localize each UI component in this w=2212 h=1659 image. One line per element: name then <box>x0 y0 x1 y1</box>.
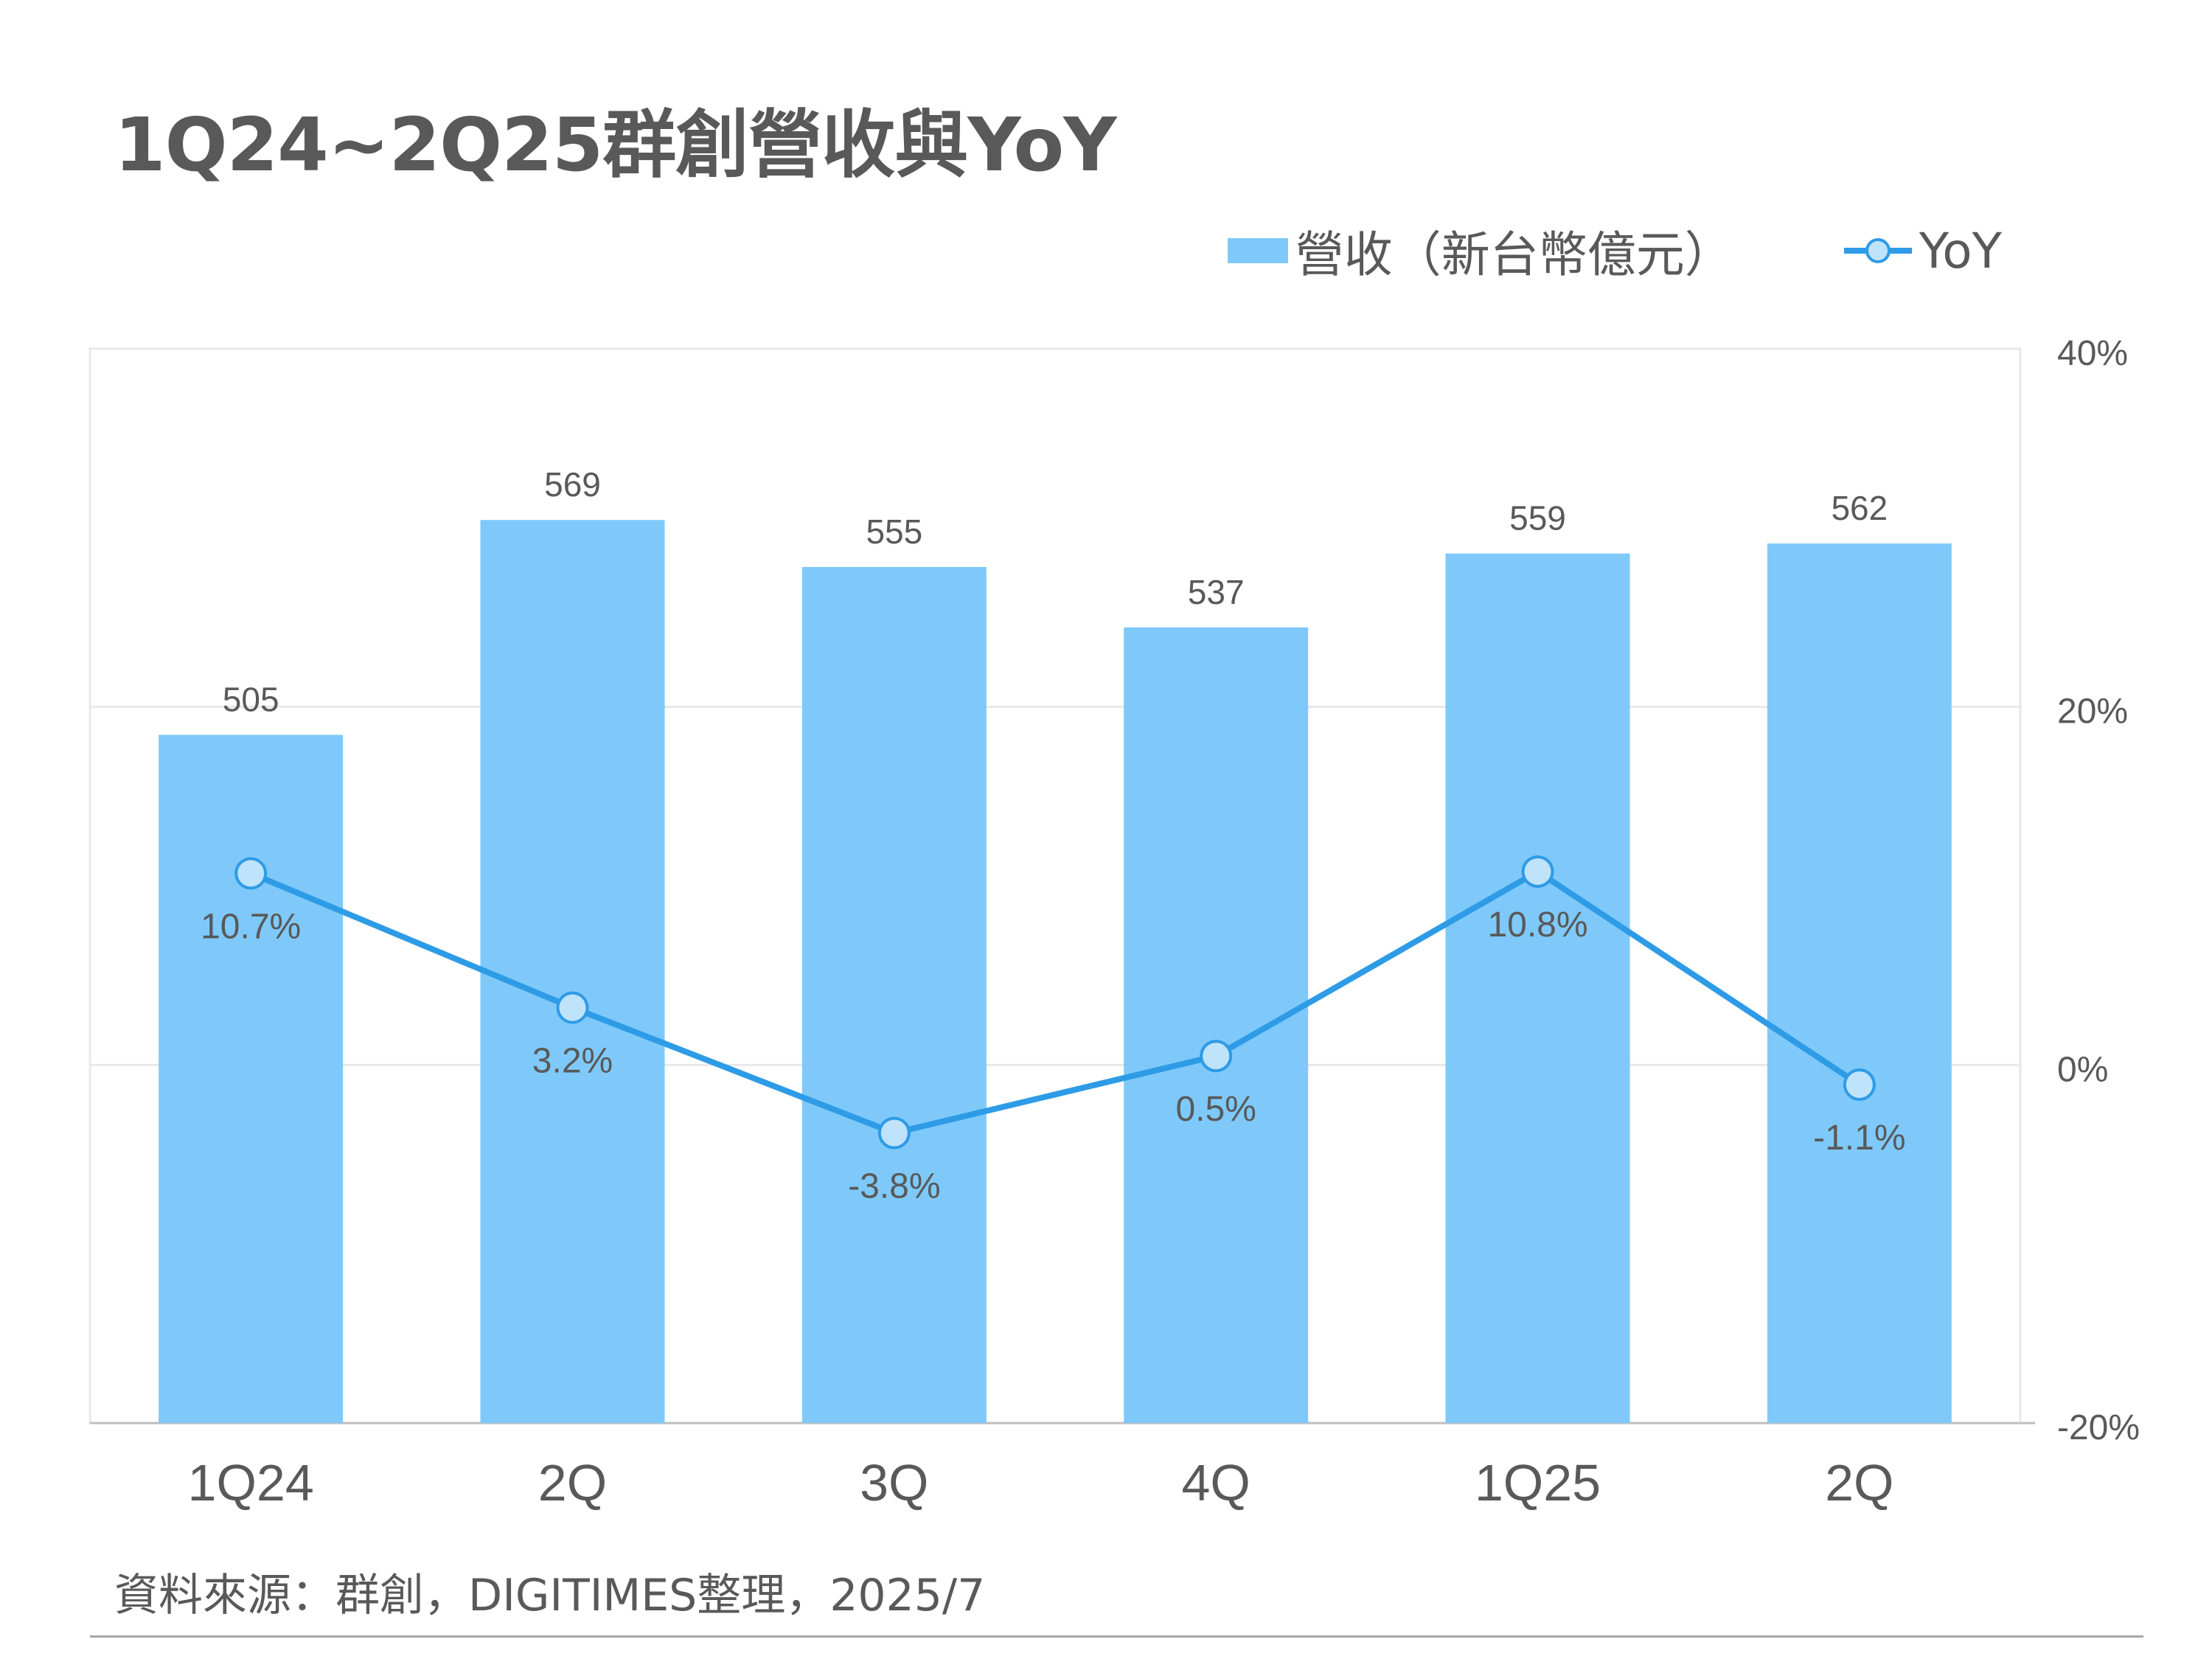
legend: 營收（新台幣億元） YoY <box>1227 221 2002 283</box>
right-axis-tick-label: -20% <box>2057 1408 2140 1447</box>
yoy-data-label: -1.1% <box>1813 1119 1905 1158</box>
x-axis-tick-label: 2Q <box>1825 1454 1893 1512</box>
revenue-data-label: 569 <box>544 465 601 504</box>
revenue-data-label: 559 <box>1509 499 1566 538</box>
x-axis-tick-label: 3Q <box>860 1454 928 1512</box>
yoy-point <box>877 1116 911 1150</box>
right-axis-tick-label: 40% <box>2057 334 2128 373</box>
yoy-data-label: -3.8% <box>848 1167 940 1206</box>
revenue-bar <box>1767 543 1952 1423</box>
x-axis-tick-label: 1Q24 <box>188 1454 314 1512</box>
revenue-data-label: 505 <box>223 681 279 719</box>
legend-label-revenue: 營收（新台幣億元） <box>1295 226 1733 283</box>
plot-frame <box>88 347 2022 1425</box>
legend-item-revenue: 營收（新台幣億元） <box>1227 215 1733 286</box>
source-note: 資料來源：群創，DIGITIMES整理，2025/7 <box>114 1570 986 1621</box>
yoy-point <box>234 857 268 890</box>
yoy-data-label: 0.5% <box>1175 1090 1256 1129</box>
x-axis-tick-label: 2Q <box>538 1454 607 1512</box>
revenue-bar <box>480 520 665 1423</box>
legend-bar-swatch <box>1227 238 1288 263</box>
legend-label-yoy: YoY <box>1919 222 2002 279</box>
revenue-bar <box>801 566 987 1423</box>
yoy-data-label: 10.8% <box>1487 905 1587 945</box>
x-axis-tick-label: 4Q <box>1181 1454 1250 1512</box>
legend-item-yoy: YoY <box>1843 222 2002 279</box>
yoy-point <box>1843 1068 1876 1102</box>
revenue-data-label: 555 <box>866 512 922 551</box>
yoy-point <box>1200 1040 1233 1073</box>
footer-divider <box>90 1635 2143 1638</box>
right-axis-tick-label: 0% <box>2057 1050 2108 1089</box>
yoy-data-label: 10.7% <box>201 908 301 947</box>
revenue-bar <box>1445 553 1630 1423</box>
revenue-data-label: 537 <box>1188 573 1245 611</box>
chart-title: 1Q24~2Q25群創營收與YoY <box>114 102 1117 188</box>
revenue-bar <box>159 734 344 1423</box>
yoy-line <box>249 869 1862 1136</box>
revenue-bar <box>1124 627 1309 1423</box>
yoy-point <box>1521 855 1554 888</box>
legend-line-swatch <box>1843 238 1912 263</box>
right-axis-tick-label: 20% <box>2057 692 2128 731</box>
revenue-data-label: 562 <box>1831 489 1888 527</box>
yoy-data-label: 3.2% <box>532 1042 613 1081</box>
x-axis-tick-label: 1Q25 <box>1475 1454 1601 1512</box>
yoy-point <box>556 991 589 1024</box>
